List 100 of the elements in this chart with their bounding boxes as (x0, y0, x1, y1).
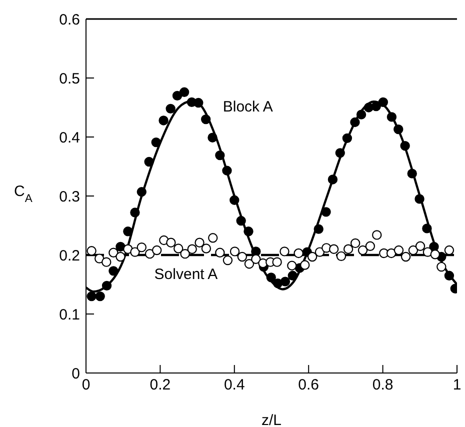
point (108, 266, 118, 276)
point (174, 244, 184, 254)
point (335, 148, 345, 158)
point (194, 98, 204, 108)
point (328, 174, 338, 184)
point (144, 156, 154, 167)
point (230, 195, 240, 205)
point (430, 250, 440, 260)
point (280, 276, 290, 286)
point (280, 246, 290, 256)
point (386, 248, 396, 258)
point (414, 194, 424, 204)
point (378, 97, 388, 108)
point (350, 117, 360, 128)
point (95, 291, 105, 302)
point (130, 247, 140, 257)
x-tick-label: 1 (452, 376, 462, 394)
point (215, 248, 225, 258)
point (200, 114, 211, 124)
point (86, 246, 96, 256)
point (371, 101, 381, 112)
y-tick-label: 0.2 (59, 247, 80, 264)
point (336, 251, 346, 262)
point (422, 247, 433, 257)
series-label: Block A (222, 98, 273, 116)
y-tick-label: 0 (72, 365, 80, 382)
point (415, 241, 426, 251)
point (266, 272, 276, 282)
x-axis-title: z/L (261, 412, 282, 427)
point (102, 257, 112, 267)
point (208, 233, 218, 243)
point (444, 270, 454, 280)
point (244, 259, 254, 269)
point (287, 260, 297, 270)
point (294, 248, 304, 258)
point (116, 252, 126, 262)
point (314, 247, 325, 257)
x-tick-label: 0.4 (224, 376, 245, 394)
series-label: Solvent A (154, 266, 218, 283)
point (400, 141, 410, 151)
point (236, 216, 246, 226)
point (436, 262, 446, 272)
point (400, 252, 411, 262)
point (365, 241, 376, 251)
point (328, 244, 339, 254)
point (237, 252, 248, 262)
point (152, 245, 162, 256)
point (372, 230, 382, 240)
y-axis-title: C$_{A}$ (14, 183, 33, 205)
point (158, 116, 168, 126)
point (408, 245, 418, 256)
point (358, 245, 368, 256)
point (136, 242, 146, 252)
point (307, 252, 318, 262)
point (356, 110, 366, 120)
y-tick-label: 0.3 (59, 188, 80, 206)
point (222, 166, 232, 176)
point (444, 245, 454, 256)
y-tick-label: 0.5 (59, 70, 80, 88)
y-tick-label: 0.1 (59, 306, 80, 324)
point (230, 246, 240, 256)
point (151, 137, 161, 148)
point (314, 224, 324, 234)
point (407, 168, 417, 178)
point (180, 248, 190, 259)
point (144, 248, 155, 259)
x-tick-label: 0.6 (298, 376, 320, 394)
point (130, 208, 140, 218)
point (422, 224, 432, 234)
point (272, 257, 282, 267)
point (179, 87, 190, 98)
point (288, 270, 298, 280)
point (166, 238, 176, 248)
point (321, 207, 331, 217)
point (244, 226, 254, 236)
x-tick-label: 0.8 (372, 376, 394, 394)
point (342, 133, 352, 144)
point (394, 124, 404, 134)
point (123, 226, 133, 236)
point (343, 244, 354, 254)
point (350, 238, 360, 248)
point (86, 291, 96, 302)
point (136, 187, 146, 197)
point (166, 104, 176, 114)
point (251, 254, 261, 264)
point (187, 244, 197, 254)
point (172, 90, 182, 101)
point (208, 132, 218, 142)
y-tick-label: 0.6 (59, 11, 80, 28)
point (94, 254, 104, 264)
x-tick-label: 0.2 (150, 376, 171, 394)
point (194, 238, 204, 248)
point (201, 244, 212, 254)
y-tick-label: 0.4 (59, 129, 80, 146)
point (394, 245, 404, 256)
point (386, 112, 397, 122)
point (300, 260, 310, 270)
point (102, 280, 112, 291)
point (215, 150, 225, 160)
point (108, 248, 118, 258)
